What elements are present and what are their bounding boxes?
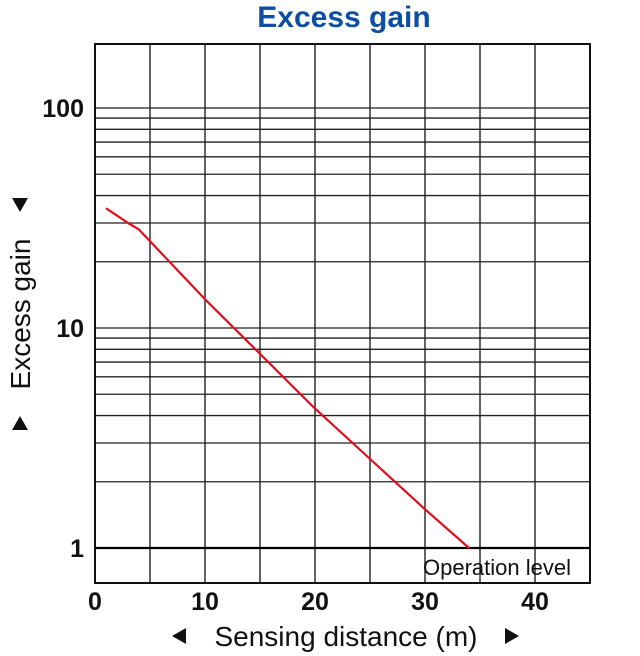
- right-arrow-icon: [505, 628, 519, 644]
- excess-gain-line: [105, 207, 470, 549]
- operation-level-label: Operation level: [423, 555, 571, 580]
- y-tick-label: 100: [42, 95, 84, 123]
- plot-frame: [94, 43, 591, 584]
- x-tick-label: 40: [521, 588, 549, 616]
- x-axis-label-group: Sensing distance (m): [172, 621, 519, 652]
- y-tick-label: 1: [70, 535, 84, 563]
- grid: [95, 44, 590, 583]
- chart-title: Excess gain: [257, 1, 430, 34]
- y-tick-labels: 1 10 100: [42, 95, 84, 563]
- x-axis-label: Sensing distance (m): [214, 621, 477, 652]
- x-tick-labels: 0 10 20 30 40: [88, 588, 549, 616]
- right-arrow-icon: [12, 416, 28, 430]
- left-arrow-icon: [172, 628, 186, 644]
- y-axis-label: Excess gain: [5, 239, 36, 390]
- x-tick-label: 20: [301, 588, 329, 616]
- plot-border: [94, 43, 591, 584]
- left-arrow-icon: [12, 198, 28, 212]
- series-layer: [105, 207, 470, 549]
- y-axis-label-group: Excess gain: [5, 198, 36, 430]
- x-tick-label: 30: [411, 588, 439, 616]
- x-tick-label: 10: [191, 588, 219, 616]
- y-tick-label: 10: [56, 315, 84, 343]
- x-tick-label: 0: [88, 588, 102, 616]
